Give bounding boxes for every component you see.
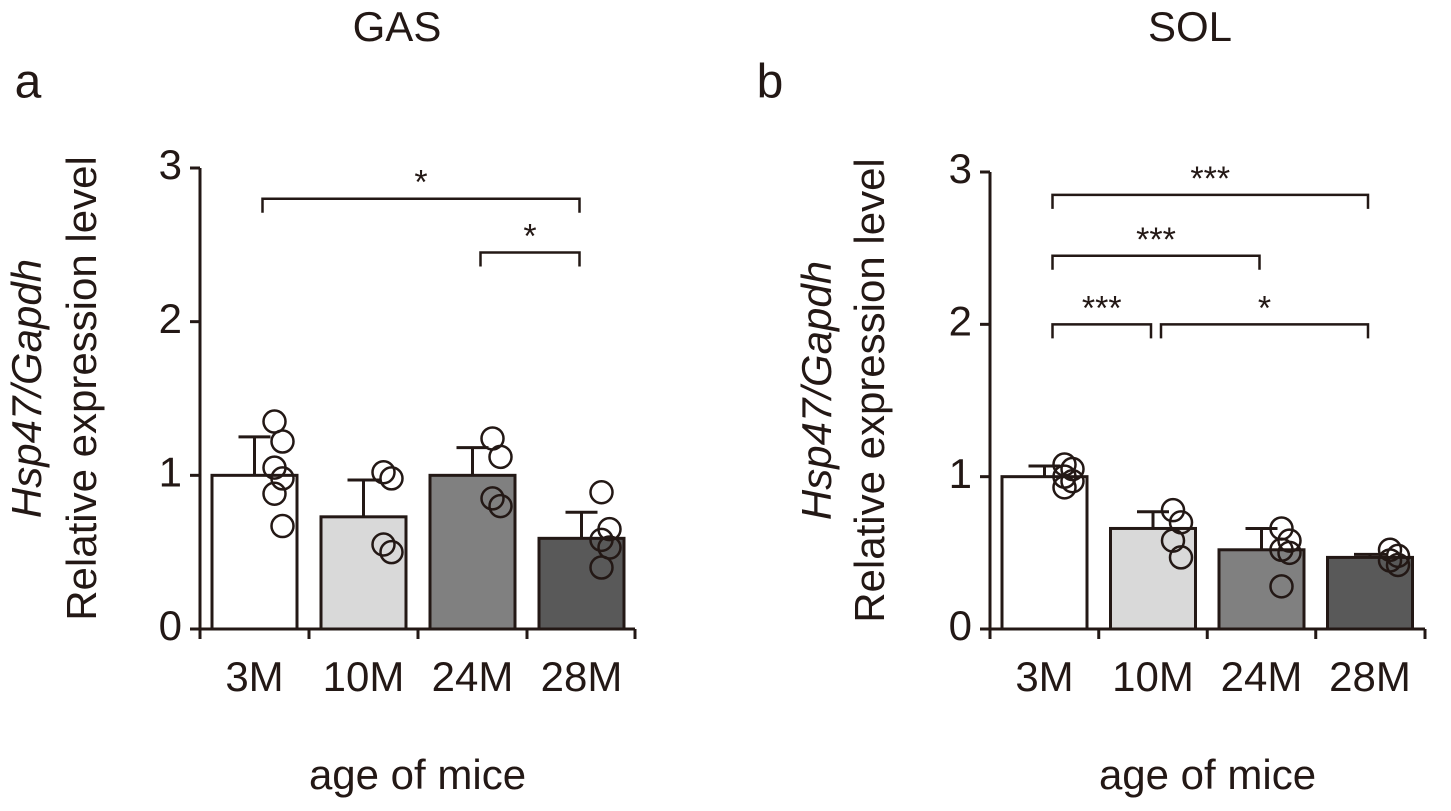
data-point [270,513,295,539]
data-point [480,486,505,511]
x-tick-label: 10M [1112,653,1194,700]
data-point [262,481,287,507]
data-point [1060,468,1085,494]
x-tick-label: 28M [1329,653,1411,700]
y-tick-label: 0 [949,602,972,649]
significance-label: * [1258,289,1271,327]
y-axis-title: Relative expression level [58,156,105,621]
chart-title: SOL [1148,3,1232,50]
bar [1000,475,1089,631]
x-axis-title: age of mice [1099,751,1316,798]
data-point [262,409,287,434]
x-tick-label: 10M [323,653,405,700]
data-point [589,555,614,580]
data-point [379,539,404,565]
chart-title: GAS [353,3,442,50]
x-tick-label: 3M [1015,653,1073,700]
y-tick-label: 2 [159,295,182,342]
bar [1326,555,1414,631]
data-point [1385,552,1411,578]
y-axis-title: Relative expression level [846,158,893,623]
data-point [1052,475,1077,500]
x-axis-title: age of mice [309,751,526,798]
data-point [270,429,295,454]
y-axis-title-gene: Hsp47/Gapdh [793,261,840,520]
data-point [1277,540,1302,566]
data-point [1269,574,1294,599]
data-point [1277,528,1302,553]
panel-label: b [757,56,784,109]
data-point [488,493,513,519]
data-point [371,532,396,557]
y-tick-label: 1 [159,448,182,495]
data-point [379,466,404,491]
y-tick-label: 1 [949,450,972,497]
bar [319,515,408,631]
x-tick-label: 24M [1221,653,1303,700]
data-point [1377,537,1403,563]
significance-label: *** [1136,221,1176,259]
bar [428,473,517,631]
data-point [1168,545,1194,570]
significance-bracket [479,251,581,267]
significance-bracket [1051,193,1370,209]
data-point [1160,497,1186,523]
panel-label: a [15,56,42,109]
significance-bracket [1051,254,1261,270]
significance-label: *** [1082,289,1122,327]
data-point [589,527,614,553]
x-tick-label: 24M [432,653,514,700]
y-axis-title-gene: Hsp47/Gapdh [3,259,50,518]
significance-bracket [1159,323,1370,339]
significance-bracket [261,197,581,213]
bar [537,536,626,631]
x-tick-label: 28M [541,653,623,700]
significance-bracket [1051,323,1153,339]
data-point [371,460,396,485]
significance-label: * [414,164,427,202]
significance-label: *** [1190,160,1230,198]
y-tick-label: 3 [159,141,182,188]
y-tick-label: 3 [949,145,972,192]
x-tick-label: 3M [225,653,283,700]
y-tick-label: 2 [949,297,972,344]
y-tick-label: 0 [159,602,182,649]
significance-label: * [523,218,536,256]
data-point [589,479,614,505]
data-point [488,444,513,470]
data-point [270,466,295,491]
